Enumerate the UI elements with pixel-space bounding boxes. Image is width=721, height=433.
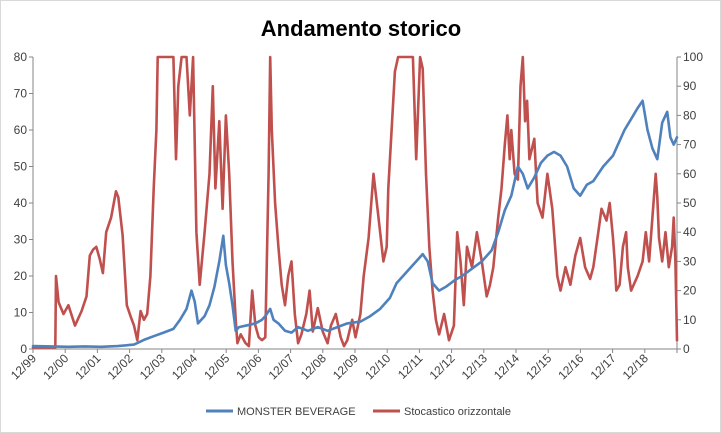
x-tick-label: 12/07 [266, 351, 297, 382]
x-tick-label: 12/16 [555, 351, 586, 382]
x-tick-label: 12/14 [491, 351, 522, 382]
x-tick-label: 12/08 [298, 351, 329, 382]
x-tick-label: 12/11 [395, 351, 426, 382]
y-right-tick-label: 50 [683, 196, 697, 210]
x-tick-label: 12/00 [40, 351, 71, 382]
chart-title: Andamento storico [261, 16, 461, 41]
x-tick-label: 12/18 [620, 351, 651, 382]
y-left-tick-label: 60 [14, 123, 28, 137]
series-line-stocastico-orizzontale [31, 55, 679, 349]
x-tick-label: 12/02 [105, 351, 136, 382]
x-tick-label: 12/09 [330, 351, 361, 382]
y-left-tick-label: 80 [14, 50, 28, 64]
y-right-tick-label: 0 [683, 342, 690, 356]
y-left-tick-label: 10 [14, 306, 28, 320]
x-tick-label: 12/05 [201, 351, 232, 382]
legend-item-monster-beverage: MONSTER BEVERAGE [206, 406, 356, 418]
series-line-monster-beverage [31, 99, 679, 349]
x-tick-label: 12/06 [233, 351, 264, 382]
plot-area: 0 10 20 30 40 50 60 70 80 0 10 20 30 40 50 60 70 80 90 100 1… [8, 50, 703, 382]
y-left-tick-label: 40 [14, 196, 28, 210]
y-right-tick-label: 70 [683, 138, 697, 152]
x-tick-label: 12/17 [588, 351, 619, 382]
legend-label: MONSTER BEVERAGE [237, 406, 356, 418]
legend-label: Stocastico orizzontale [404, 406, 511, 418]
y-left-tick-label: 0 [20, 342, 27, 356]
y-left-tick-label: 50 [14, 160, 28, 174]
x-tick-label: 12/01 [72, 351, 103, 382]
x-tick-label: 12/13 [459, 351, 490, 382]
x-tick-label: 12/03 [137, 351, 168, 382]
y-right-tick-label: 80 [683, 108, 697, 122]
y-right-tick-label: 60 [683, 167, 697, 181]
y-right-tick-label: 30 [683, 254, 697, 268]
x-tick-label: 12/15 [523, 351, 554, 382]
y-left-tick-label: 20 [14, 269, 28, 283]
chart-legend: MONSTER BEVERAGE Stocastico orizzontale [206, 406, 511, 418]
x-tick-label: 12/99 [8, 351, 39, 382]
y-right-tick-label: 40 [683, 225, 697, 239]
x-tick-label: 12/04 [169, 351, 200, 382]
y-left-tick-label: 30 [14, 233, 28, 247]
y-right-tick-label: 90 [683, 79, 697, 93]
x-tick-label: 12/10 [362, 351, 393, 382]
y-right-tick-label: 100 [683, 50, 703, 64]
y-right-tick-label: 20 [683, 284, 697, 298]
x-tick-label: 12/12 [427, 351, 458, 382]
y-right-tick-label: 10 [683, 313, 697, 327]
legend-item-stocastico-orizzontale: Stocastico orizzontale [373, 406, 511, 418]
y-left-tick-label: 70 [14, 87, 28, 101]
